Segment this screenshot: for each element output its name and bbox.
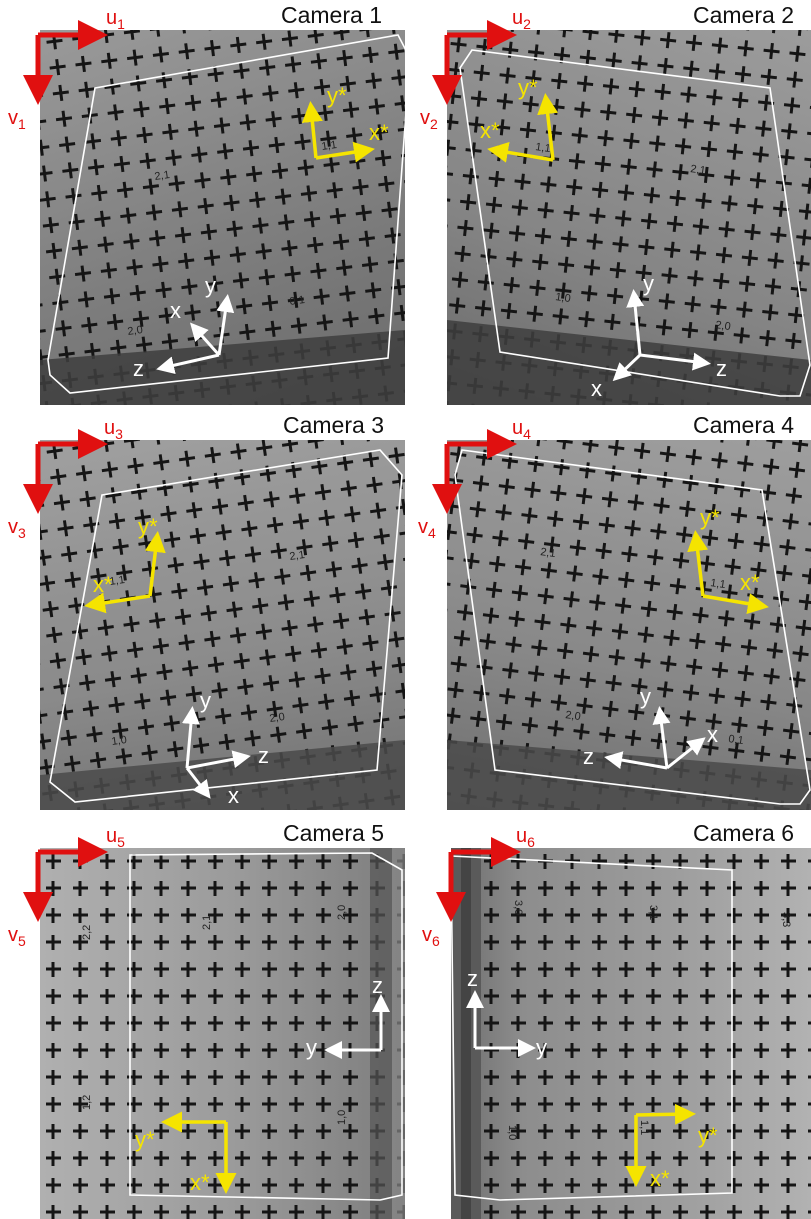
calibration-grid [451,848,811,1219]
v-axis-label: v6 [422,924,440,949]
calibration-grid [447,30,811,405]
calibration-grid [447,440,811,810]
v-axis-label: v1 [8,107,26,132]
u-axis-label: u5 [106,825,125,850]
camera-6-photo [451,848,811,1219]
camera-title: Camera 3 [283,412,384,438]
u-axis-label: u6 [516,825,535,850]
camera-title: Camera 6 [693,820,794,846]
camera-5-photo [40,848,405,1219]
calibration-grid [40,30,405,405]
camera-title: Camera 1 [281,2,382,28]
camera-3-photo [40,440,405,810]
calibration-grid [40,440,405,810]
camera-2-photo [447,30,811,405]
u-axis-label: u3 [104,417,123,442]
v-axis-label: v5 [8,924,26,949]
u-axis-label: u4 [512,417,531,442]
camera-title: Camera 4 [693,412,794,438]
calibration-grid [40,848,405,1219]
camera-1-photo [40,30,405,405]
v-axis-label: v2 [420,107,438,132]
u-axis-label: u2 [512,7,531,32]
camera-4-photo [447,440,811,810]
camera-title: Camera 2 [693,2,794,28]
camera-title: Camera 5 [283,820,384,846]
u-axis-label: u1 [106,7,125,32]
v-axis-label: v3 [8,516,26,541]
v-axis-label: v4 [418,516,436,541]
